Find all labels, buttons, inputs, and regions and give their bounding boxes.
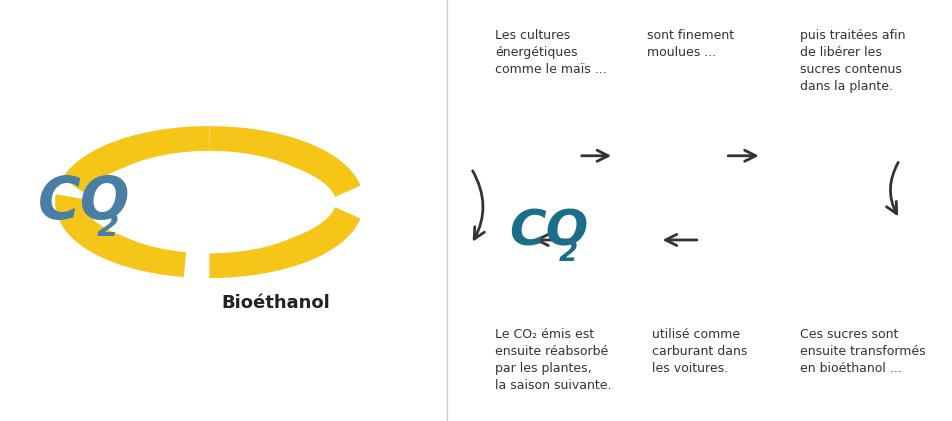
Text: CO: CO [38, 173, 130, 231]
Text: 2: 2 [97, 212, 120, 243]
Text: Les cultures
énergétiques
comme le maïs ...: Les cultures énergétiques comme le maïs … [495, 29, 606, 77]
Text: Ces sucres sont
ensuite transformés
en bioéthanol ...: Ces sucres sont ensuite transformés en b… [800, 328, 925, 376]
Text: utilisé comme
carburant dans
les voitures.: utilisé comme carburant dans les voiture… [652, 328, 747, 376]
Text: Le CO₂ émis est
ensuite réabsorbé
par les plantes,
la saison suivante.: Le CO₂ émis est ensuite réabsorbé par le… [495, 328, 611, 392]
Text: 2: 2 [559, 239, 578, 266]
Circle shape [95, 152, 324, 253]
Text: CO: CO [509, 208, 588, 256]
Text: sont finement
moulues ...: sont finement moulues ... [647, 29, 735, 59]
Text: puis traitées afin
de libérer les
sucres contenus
dans la plante.: puis traitées afin de libérer les sucres… [800, 29, 905, 93]
Text: Bioéthanol: Bioéthanol [222, 294, 330, 312]
